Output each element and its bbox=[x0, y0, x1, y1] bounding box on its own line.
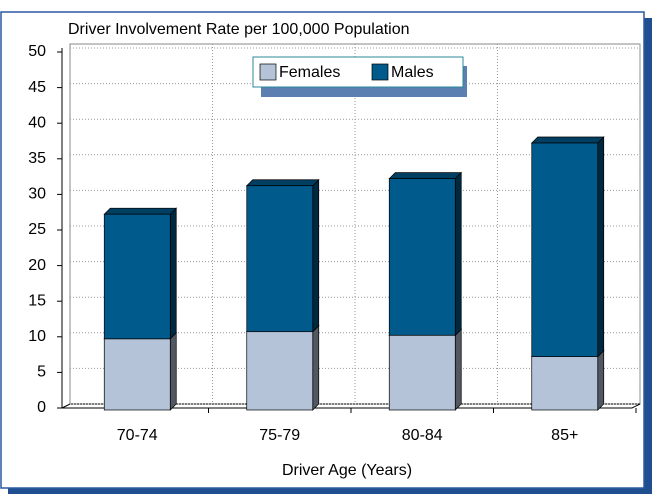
x-tick-label: 75-79 bbox=[259, 427, 300, 444]
bar-segment bbox=[103, 207, 178, 340]
y-tick-label: 20 bbox=[28, 257, 46, 274]
bar-segment bbox=[530, 349, 605, 411]
y-tick-label: 45 bbox=[28, 79, 46, 96]
bar-segment bbox=[103, 331, 178, 411]
bar-side bbox=[169, 207, 177, 340]
bar-side bbox=[454, 171, 462, 337]
bar-front bbox=[531, 356, 599, 411]
x-tick-label: 80-84 bbox=[402, 427, 443, 444]
bar-segment bbox=[388, 171, 463, 337]
y-tick-label: 35 bbox=[28, 150, 46, 167]
y-tick-label: 5 bbox=[37, 364, 46, 381]
bar-front bbox=[388, 178, 456, 336]
x-axis-label: Driver Age (Years) bbox=[282, 462, 412, 479]
bar-front bbox=[388, 334, 456, 411]
bar-side bbox=[597, 349, 605, 411]
y-tick-label: 40 bbox=[28, 114, 46, 131]
bar-side bbox=[169, 331, 177, 411]
legend-swatch bbox=[371, 63, 389, 81]
chart-title: Driver Involvement Rate per 100,000 Popu… bbox=[68, 21, 410, 38]
bar-segment bbox=[388, 328, 463, 411]
y-tick-label: 15 bbox=[28, 292, 46, 309]
legend-swatch bbox=[259, 63, 277, 81]
bar-top bbox=[103, 207, 178, 215]
bar-segment bbox=[245, 324, 320, 411]
y-tick-label: 30 bbox=[28, 186, 46, 203]
y-tick-label: 50 bbox=[28, 43, 46, 60]
bar-top bbox=[245, 179, 320, 187]
y-tick-label: 25 bbox=[28, 221, 46, 238]
clip-mask bbox=[0, 0, 658, 11]
bar-front bbox=[103, 213, 171, 340]
bar-segment bbox=[245, 178, 320, 333]
bar-side bbox=[312, 324, 320, 411]
bar-side bbox=[454, 328, 462, 411]
bar-top bbox=[530, 136, 605, 144]
bar-front bbox=[246, 185, 314, 333]
bar-front bbox=[103, 338, 171, 411]
legend-box bbox=[252, 56, 464, 88]
bar-front bbox=[246, 331, 314, 411]
bar-segment bbox=[530, 136, 605, 358]
y-tick-label: 10 bbox=[28, 328, 46, 345]
legend-label: Males bbox=[391, 64, 434, 81]
x-tick-label: 70-74 bbox=[117, 427, 158, 444]
x-tick-label: 85+ bbox=[551, 427, 578, 444]
y-tick-label: 0 bbox=[37, 399, 46, 416]
bar-front bbox=[531, 142, 599, 357]
bar-top bbox=[388, 172, 463, 179]
legend-label: Females bbox=[279, 64, 340, 81]
bar-side bbox=[312, 178, 320, 333]
bar-side bbox=[597, 136, 605, 358]
